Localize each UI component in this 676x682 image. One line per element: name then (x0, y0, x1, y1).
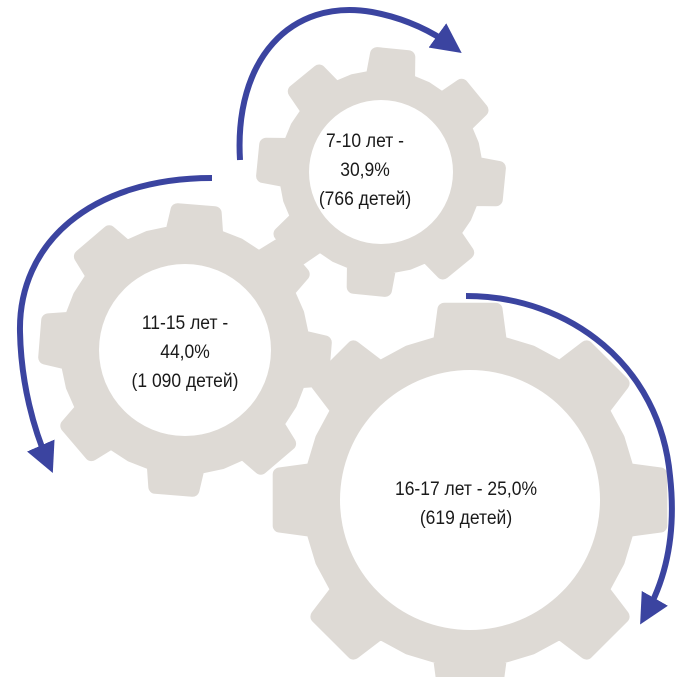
gear-medium (38, 203, 332, 497)
gear-label-line: (1 090 детей) (131, 370, 239, 392)
gear-hole (99, 264, 271, 436)
arrow-right (465, 293, 675, 625)
gear-label-16-17: 16-17 лет - 25,0% (619 детей) (356, 464, 577, 544)
gear-large (272, 302, 668, 682)
gear-label-line: (619 детей) (419, 508, 513, 529)
gear-label-11-15: 11-15 лет - 44,0% (1 090 детей) (107, 302, 263, 402)
gear-label-line: 7-10 лет - (326, 130, 404, 152)
gear-label-line: 44,0% (160, 341, 210, 363)
arrow-left (16, 175, 213, 473)
gear-label-7-10: 7-10 лет - 30,9% (766 детей) (305, 120, 425, 220)
gear-hole (309, 100, 453, 244)
gear-hole (340, 370, 600, 630)
gear-label-line: 30,9% (340, 159, 390, 181)
gear-label-line: (766 детей) (318, 188, 412, 210)
gear-label-line: 11-15 лет - (141, 312, 229, 334)
gear-small (256, 47, 506, 297)
gear-label-line: 16-17 лет - 25,0% (394, 479, 537, 500)
arrow-top (236, 7, 462, 161)
